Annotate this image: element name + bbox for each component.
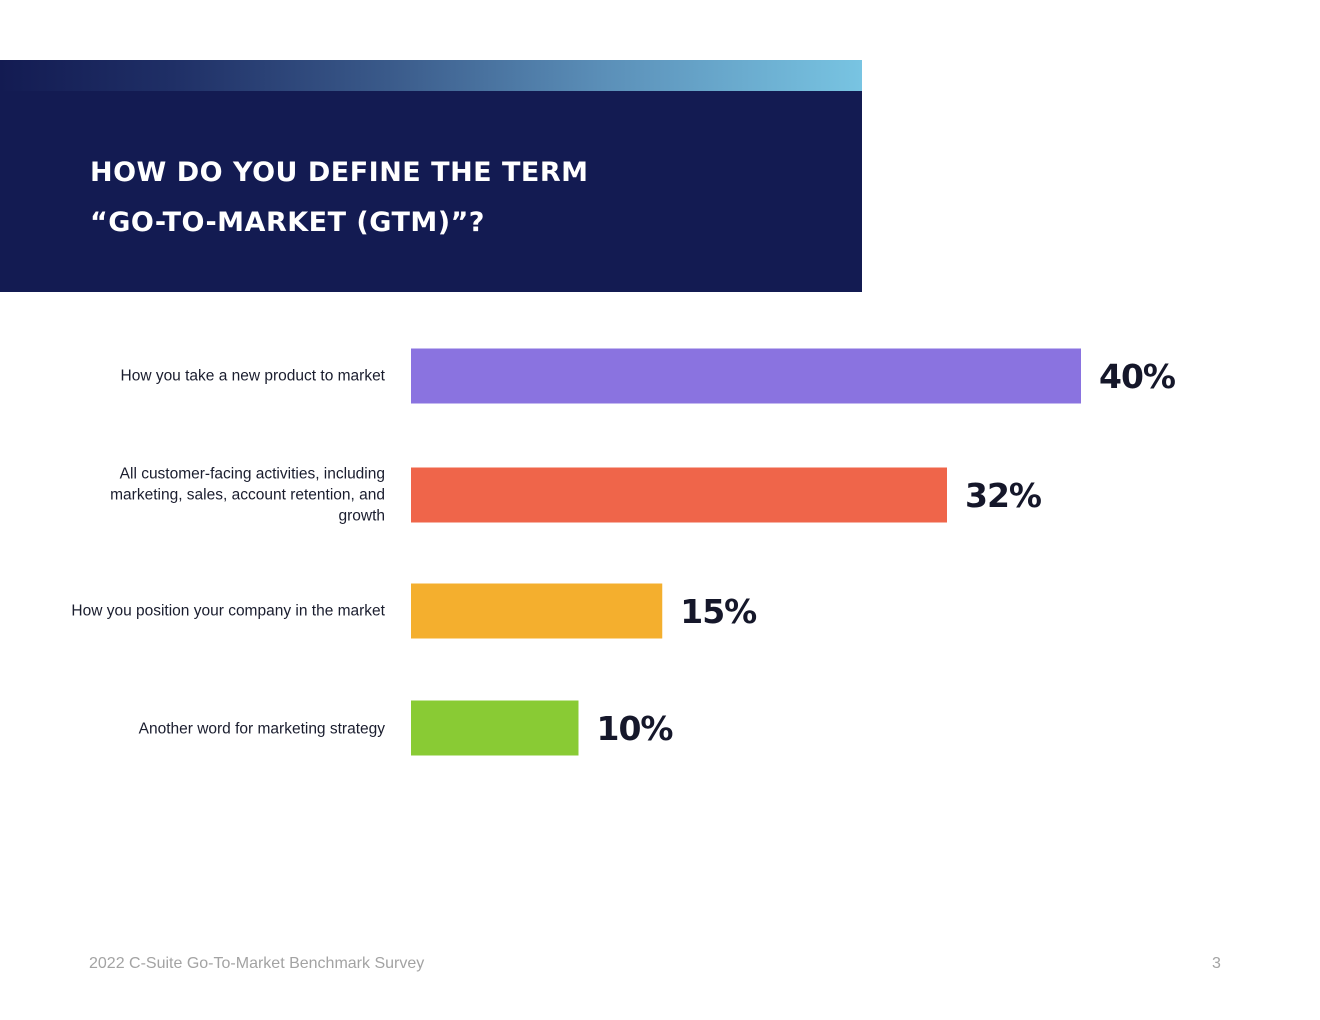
bar-4 — [411, 700, 579, 756]
value-label-3: 15% — [680, 592, 757, 631]
value-label-4: 10% — [597, 709, 674, 748]
page-number: 3 — [1212, 955, 1221, 972]
bar-2 — [411, 467, 947, 523]
page-title: How do you define the term “Go-To-Market… — [90, 148, 790, 248]
page-title-line-2: “Go-To-Market (GTM)”? — [90, 207, 485, 238]
category-label-3: How you position your company in the mar… — [71, 602, 385, 620]
category-label-1: How you take a new product to market — [120, 367, 386, 385]
category-label-2: All customer-facing activities, includin… — [110, 465, 385, 525]
title-panel — [0, 91, 862, 292]
category-label-4: Another word for marketing strategy — [138, 720, 385, 738]
value-label-2: 32% — [965, 476, 1042, 515]
bar-3 — [411, 583, 663, 639]
page-title-line-1: How do you define the term — [90, 157, 589, 188]
footer-report-title: 2022 C-Suite Go-To-Market Benchmark Surv… — [89, 955, 425, 972]
bar-1 — [411, 348, 1081, 404]
header-gradient-strip — [0, 60, 862, 91]
value-label-1: 40% — [1099, 357, 1176, 396]
